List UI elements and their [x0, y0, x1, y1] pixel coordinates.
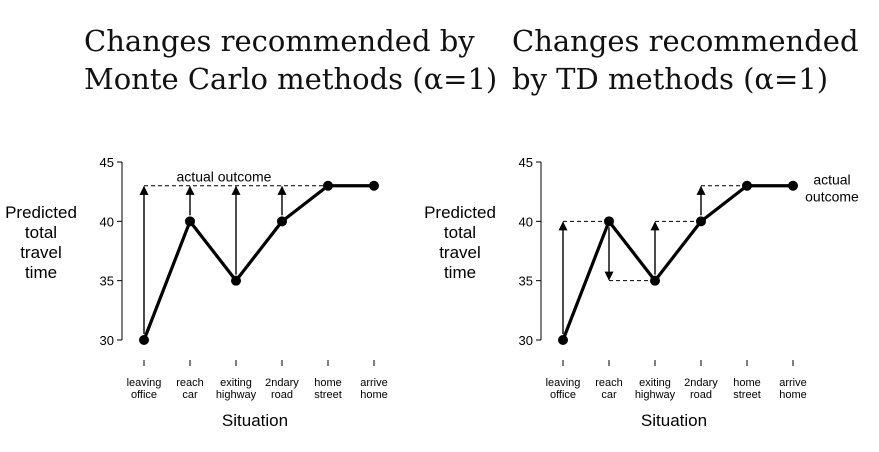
x-tick-label-line: exiting — [220, 377, 252, 389]
y-axis-label-line: Predicted — [5, 203, 77, 222]
y-axis-label: Predicted total travel time — [424, 203, 496, 282]
x-tick-label: leaving office — [546, 377, 581, 401]
y-axis-label-line: total — [444, 223, 476, 242]
x-tick-label-line: 2ndary — [684, 377, 718, 389]
series-line — [561, 184, 793, 341]
chart-title-td: Changes recommended by TD methods (α=1) — [512, 22, 859, 98]
chart-title-line: by TD methods (α=1) — [512, 62, 829, 96]
x-tick-label-line: exiting — [639, 377, 671, 389]
chart-title-line: Changes recommended — [512, 24, 859, 58]
x-tick-label: exiting highway — [216, 377, 257, 401]
chart-title-line: Changes recommended by — [84, 24, 475, 58]
x-tick-label: 2ndary road — [684, 377, 718, 401]
x-tick-label-line: street — [314, 389, 342, 401]
x-tick-label-line: road — [271, 389, 293, 401]
x-tick-label: home street — [314, 377, 342, 401]
x-tick-label-line: car — [601, 389, 617, 401]
data-point — [323, 180, 333, 191]
y-tick-label: 30 — [519, 333, 533, 348]
x-tick-label-line: arrive — [360, 377, 388, 389]
series-line — [142, 184, 374, 341]
x-tick-label: leaving office — [127, 377, 162, 401]
y-axis-label-line: time — [25, 263, 57, 282]
x-tick-label-line: home — [733, 377, 761, 389]
x-tick-label: reach car — [176, 377, 204, 401]
y-tick-label: 35 — [519, 274, 533, 289]
data-point — [277, 216, 287, 227]
x-tick-label-line: leaving — [546, 377, 581, 389]
data-point — [604, 216, 614, 227]
y-axis-label-line: total — [25, 223, 57, 242]
y-axis-label-line: time — [444, 263, 476, 282]
x-tick-label: 2ndary road — [265, 377, 299, 401]
data-point — [742, 180, 752, 191]
y-tick-label: 40 — [100, 214, 114, 229]
x-tick-label-line: home — [779, 389, 807, 401]
y-axis-label-line: Predicted — [424, 203, 496, 222]
y-axis-label-line: travel — [439, 243, 481, 262]
chart-title-monte-carlo: Changes recommended by Monte Carlo metho… — [84, 22, 497, 98]
x-tick-label-line: highway — [216, 389, 257, 401]
y-axis-label: Predicted total travel time — [5, 203, 77, 282]
x-tick-label-line: street — [733, 389, 761, 401]
x-axis-label: Situation — [641, 411, 707, 430]
data-point — [788, 180, 798, 191]
annotation-actual-outcome: actual outcome — [177, 169, 272, 185]
annotation-line: actual — [813, 172, 850, 188]
x-tick-label-line: 2ndary — [265, 377, 299, 389]
chart-title-line: Monte Carlo methods (α=1) — [84, 62, 498, 96]
x-tick-label-line: office — [131, 389, 157, 401]
x-tick-label-line: reach — [595, 377, 623, 389]
x-tick-label-line: home — [360, 389, 388, 401]
y-tick-label: 45 — [100, 155, 114, 170]
x-tick-label-line: arrive — [779, 377, 807, 389]
x-tick-label-line: leaving — [127, 377, 162, 389]
x-tick-label: reach car — [595, 377, 623, 401]
x-tick-label-line: reach — [176, 377, 204, 389]
x-tick-label-line: road — [690, 389, 712, 401]
chart-monte-carlo: 30 35 40 45 Predicted total travel time leaving o… — [5, 155, 388, 430]
x-tick-label-line: highway — [635, 389, 676, 401]
x-tick-label: exiting highway — [635, 377, 676, 401]
data-point — [231, 275, 241, 286]
x-tick-label-line: home — [314, 377, 342, 389]
data-point — [650, 275, 660, 286]
x-axis-label: Situation — [222, 411, 288, 430]
y-tick-label: 40 — [519, 214, 533, 229]
x-tick-label: arrive home — [360, 377, 388, 401]
y-tick-label: 35 — [100, 274, 114, 289]
annotation-line: outcome — [805, 189, 859, 205]
x-tick-label-line: office — [550, 389, 576, 401]
data-point — [369, 180, 379, 191]
y-axis-label-line: travel — [20, 243, 62, 262]
data-point — [696, 216, 706, 227]
x-tick-label: home street — [733, 377, 761, 401]
data-point — [185, 216, 195, 227]
annotation-actual-outcome: actual outcome — [805, 172, 859, 205]
y-tick-label: 30 — [100, 333, 114, 348]
x-tick-label: arrive home — [779, 377, 807, 401]
data-point — [558, 335, 568, 345]
data-point — [139, 335, 149, 345]
x-tick-label-line: car — [182, 389, 198, 401]
y-tick-label: 45 — [519, 155, 533, 170]
